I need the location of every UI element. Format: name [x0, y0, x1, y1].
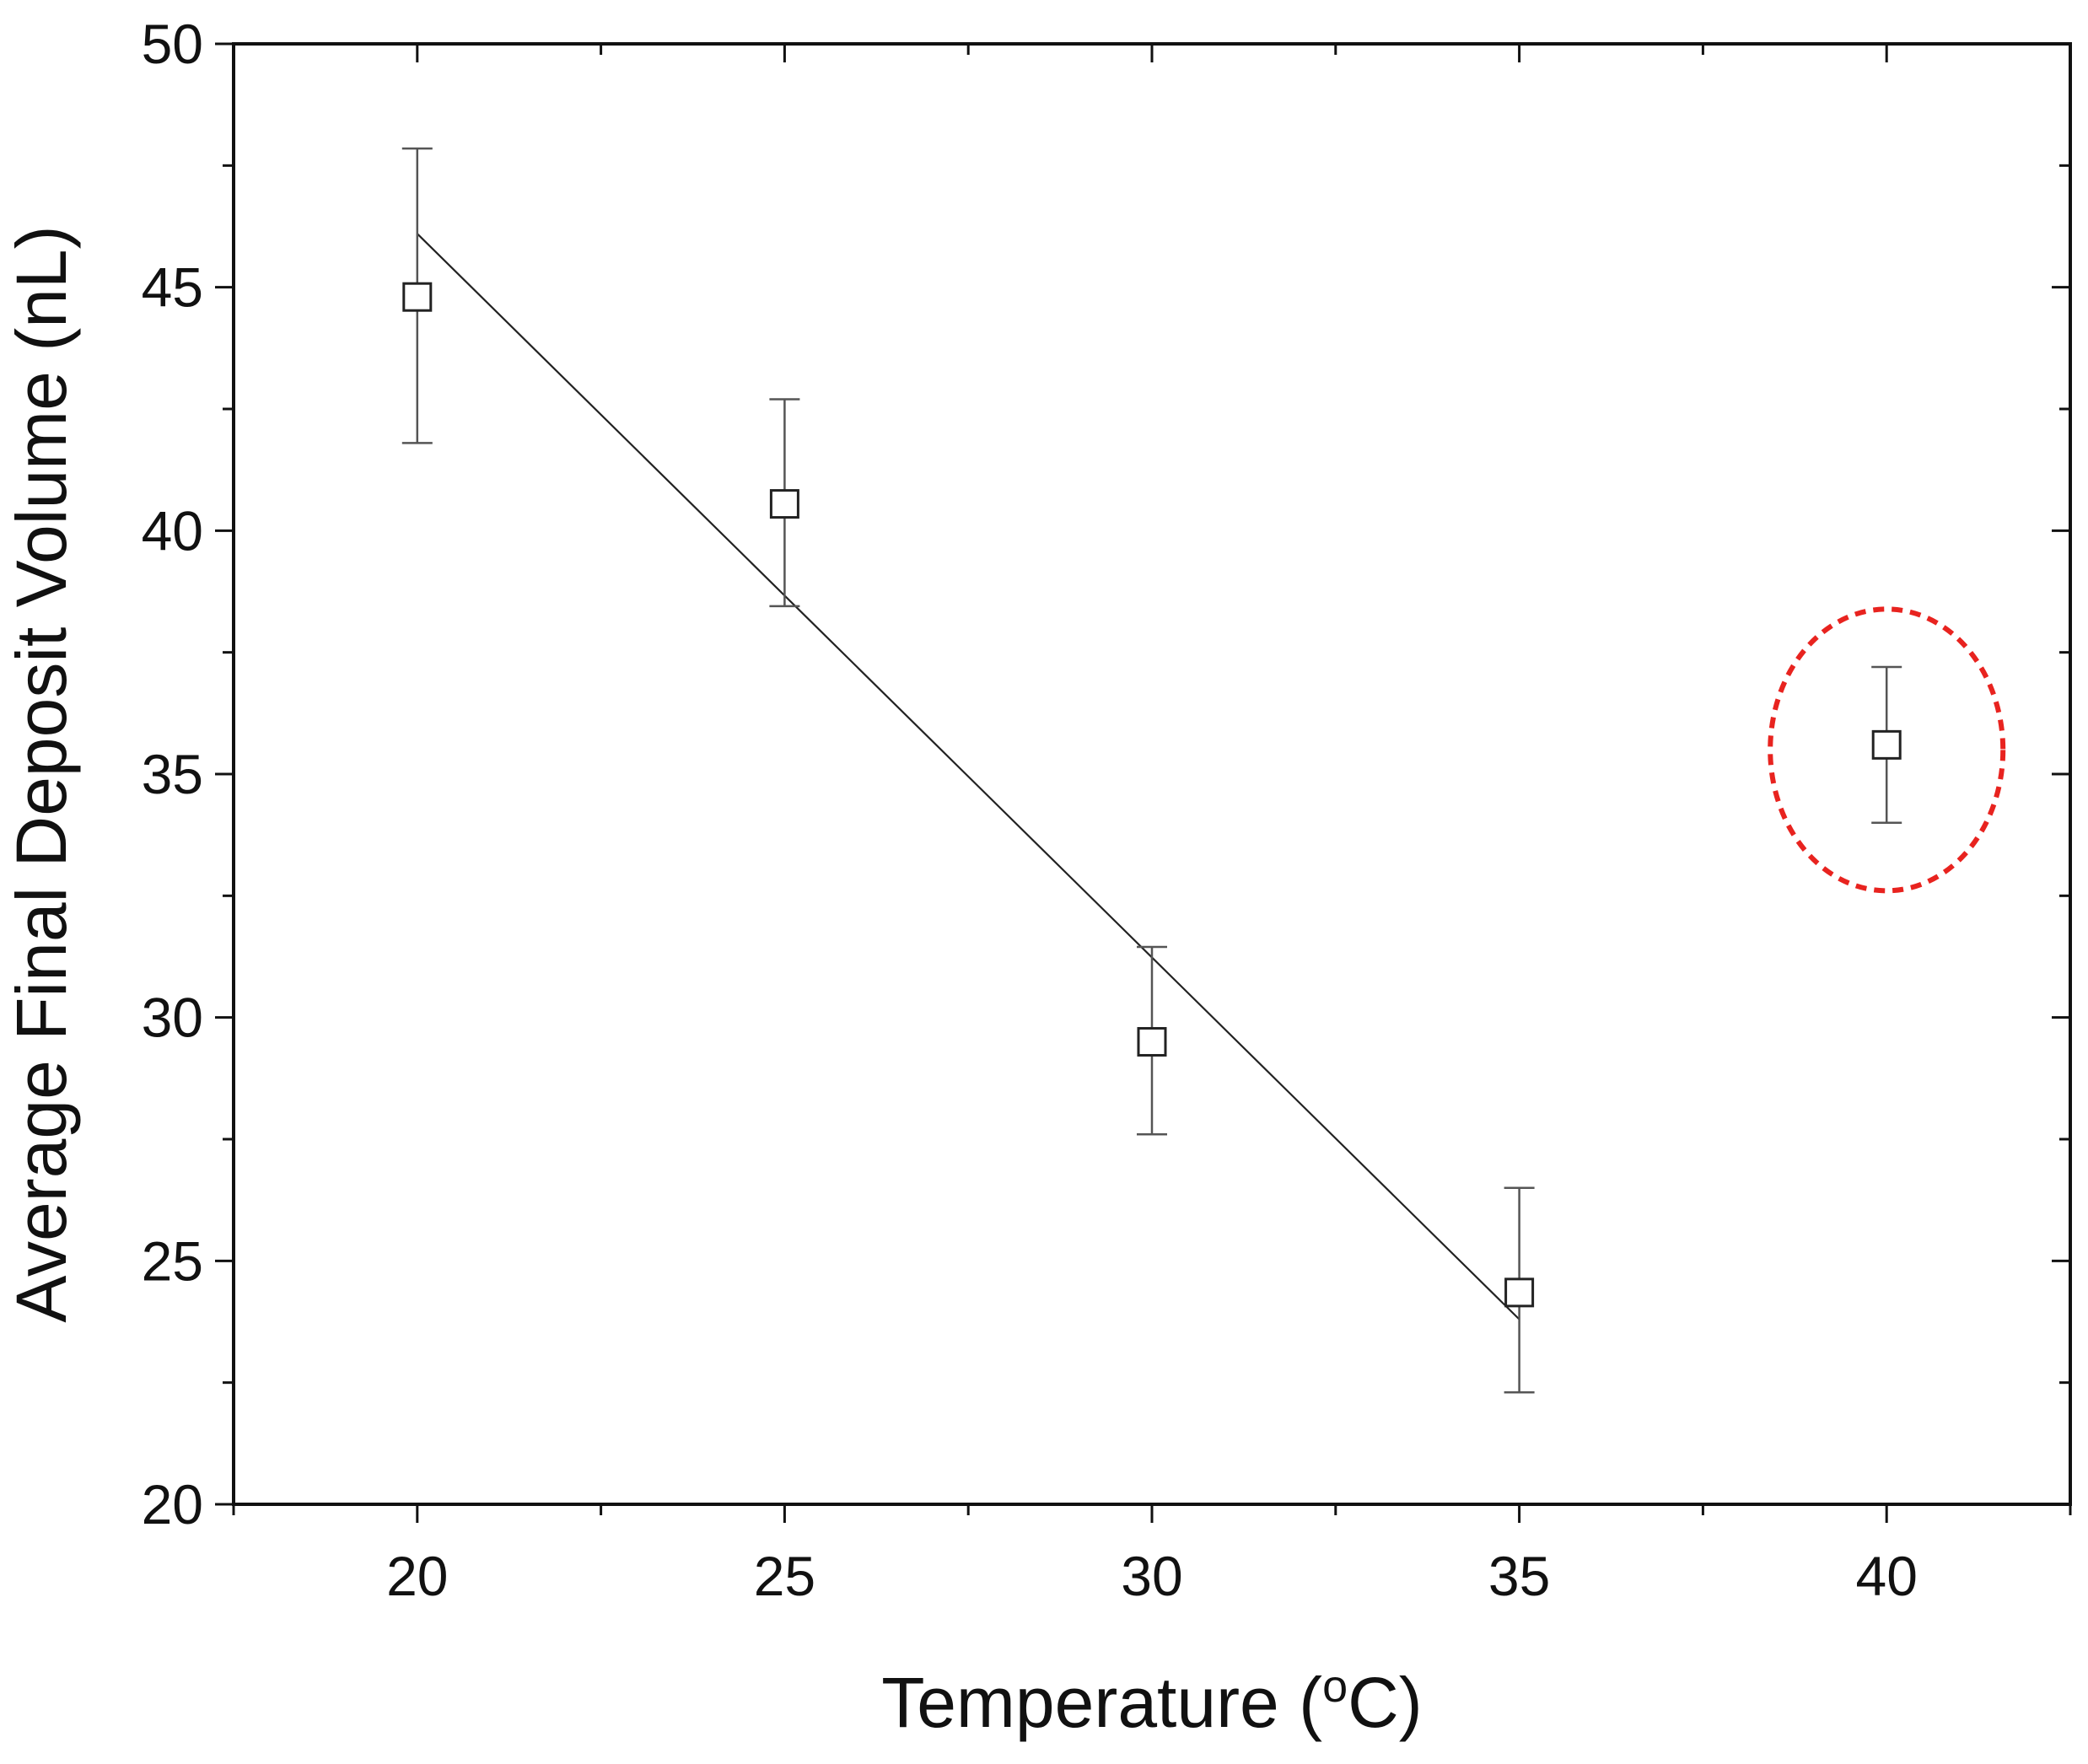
x-tick-label: 35: [1488, 1545, 1550, 1607]
data-point-square: [1871, 729, 1902, 760]
data-point-square: [769, 489, 799, 519]
x-tick-label: 40: [1855, 1545, 1917, 1607]
x-tick-label: 25: [754, 1545, 815, 1607]
fit-line: [417, 233, 1520, 1320]
y-tick-label: 45: [142, 256, 203, 319]
y-axis-title: Average Final Deposit Volume (nL): [2, 225, 81, 1322]
y-tick-label: 35: [142, 743, 203, 805]
x-tick-label: 20: [386, 1545, 448, 1607]
dashed-ellipse: [1768, 606, 2006, 894]
error-bars: [401, 147, 1902, 1394]
y-tick-label: 50: [142, 13, 203, 75]
data-point-square: [1504, 1277, 1535, 1308]
tick-labels: 20 25 30 35 40 20 25 30 35 40 45 50: [142, 13, 1918, 1607]
data-points: [402, 282, 1902, 1308]
data-point-square: [1137, 1027, 1167, 1057]
y-tick-label: 40: [142, 499, 203, 562]
plot-frame: [232, 42, 2072, 1506]
y-tick-label: 25: [142, 1229, 203, 1292]
data-point-square: [402, 282, 433, 312]
y-tick-label: 20: [142, 1473, 203, 1535]
axis-ticks: [215, 42, 2072, 1523]
x-axis-title: Temperature (oC): [881, 1661, 1423, 1742]
fit-line-group: [417, 233, 1520, 1320]
outlier-annotation: [1768, 606, 2006, 894]
x-tick-label: 30: [1121, 1545, 1182, 1607]
y-tick-label: 30: [142, 987, 203, 1049]
